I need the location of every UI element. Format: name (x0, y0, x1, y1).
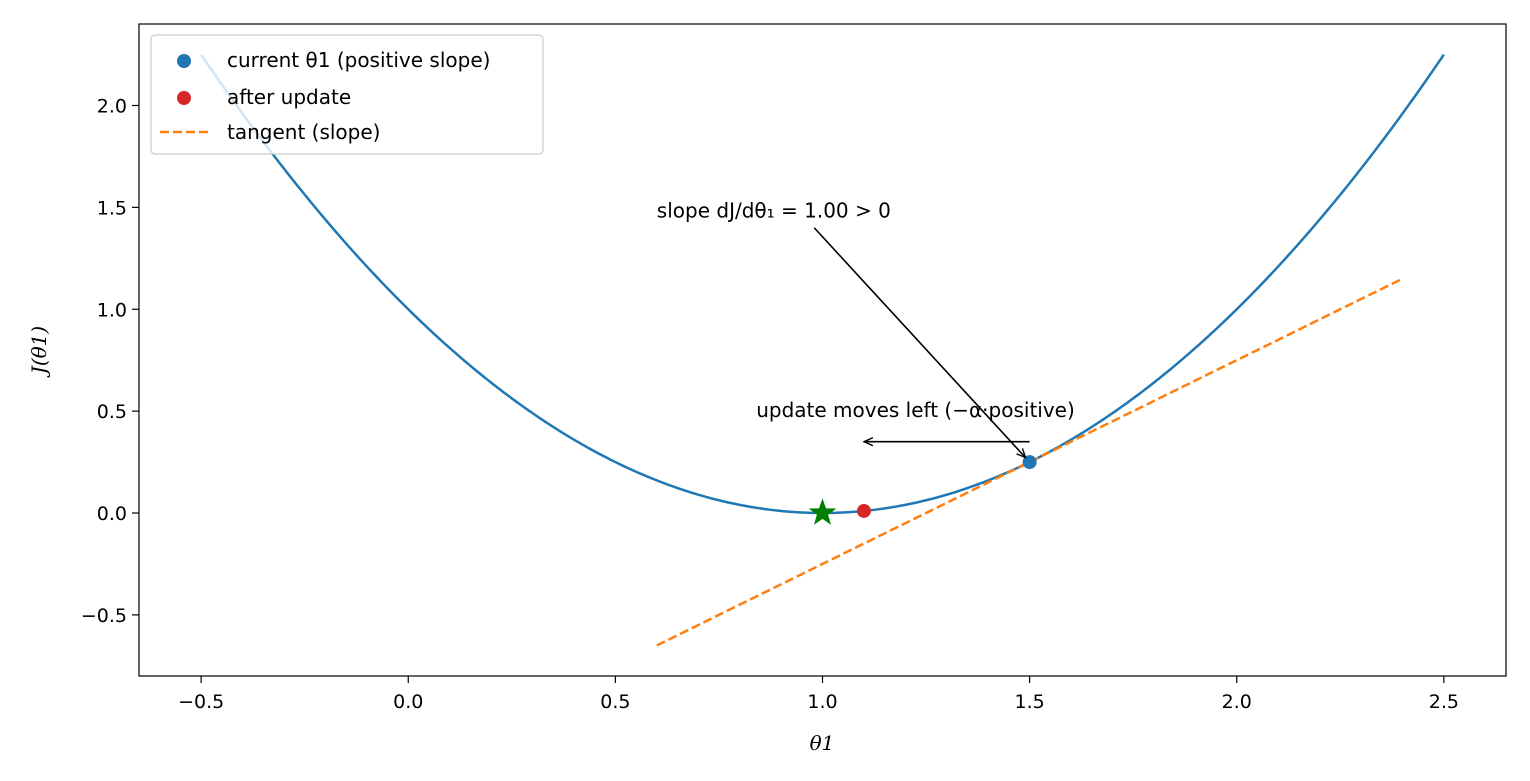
minimum-star-marker (808, 498, 837, 525)
x-tick-label: 0.0 (393, 691, 423, 713)
x-axis-ticks: −0.5 0.0 0.5 1.0 1.5 2.0 2.5 (178, 676, 1459, 713)
x-tick-label: 2.0 (1222, 691, 1252, 713)
y-tick-label: 1.5 (97, 197, 127, 219)
y-tick-label: 1.0 (97, 299, 127, 321)
legend-entry-tangent: tangent (slope) (160, 120, 380, 144)
slope-annotation-text: slope dJ/dθ₁ = 1.00 > 0 (657, 199, 891, 223)
tangent-line (656, 277, 1403, 647)
y-tick-label: −0.5 (81, 605, 127, 627)
legend-entry-current: current θ1 (positive slope) (177, 48, 490, 72)
after-update-point (856, 503, 871, 518)
legend-marker-after-update (177, 91, 191, 105)
y-tick-label: 0.5 (97, 401, 127, 423)
legend-entry-after-update: after update (177, 85, 351, 109)
annotations: slope dJ/dθ₁ = 1.00 > 0 update moves left… (657, 199, 1075, 458)
x-tick-label: 1.0 (807, 691, 837, 713)
y-axis-label: J(θ1) (27, 326, 51, 378)
x-tick-label: −0.5 (178, 691, 224, 713)
legend-label-current: current θ1 (positive slope) (227, 48, 490, 72)
legend-box (150, 34, 544, 155)
legend-label-after-update: after update (227, 85, 351, 109)
legend: current θ1 (positive slope) after update… (150, 34, 544, 155)
slope-annotation-arrow (813, 227, 1025, 458)
x-tick-label: 1.5 (1015, 691, 1045, 713)
legend-marker-current (177, 54, 191, 68)
legend-label-tangent: tangent (slope) (227, 120, 380, 144)
plot-marks (200, 53, 1445, 647)
x-axis-label: θ1 (810, 731, 835, 755)
x-tick-label: 2.5 (1429, 691, 1459, 713)
y-tick-label: 2.0 (97, 96, 127, 118)
y-tick-label: 0.0 (97, 503, 127, 525)
x-tick-label: 0.5 (600, 691, 630, 713)
update-annotation-text: update moves left (−α·positive) (756, 398, 1075, 422)
y-axis-ticks: −0.5 0.0 0.5 1.0 1.5 2.0 (81, 96, 139, 627)
